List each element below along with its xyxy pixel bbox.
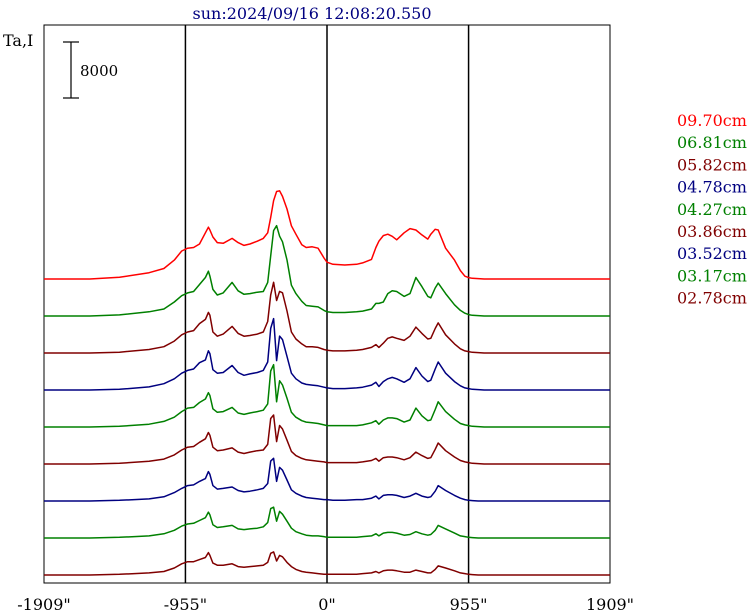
series-line-04.78cm [44, 317, 610, 391]
legend-entry: 03.86cm [677, 222, 747, 241]
y-axis-label: Ta,I [3, 31, 33, 50]
chart-title: sun:2024/09/16 12:08:20.550 [193, 4, 432, 23]
legend-entry: 03.17cm [677, 266, 747, 285]
legend-entry: 06.81cm [677, 133, 747, 152]
scale-bar: 8000 [63, 41, 118, 99]
scale-bar-label: 8000 [80, 62, 118, 80]
legend-entry: 05.82cm [677, 155, 747, 174]
legend-entry: 09.70cm [677, 111, 747, 130]
legend-entry: 04.78cm [677, 178, 747, 197]
series-line-02.78cm [44, 551, 610, 576]
x-tick-label: -1909" [17, 595, 70, 614]
legend-entry: 02.78cm [677, 289, 747, 308]
series-line-03.86cm [44, 414, 610, 465]
legend-entry: 03.52cm [677, 244, 747, 263]
legend-entry: 04.27cm [677, 200, 747, 219]
x-tick-label: 1909" [586, 595, 634, 614]
x-tick-label: 955" [450, 595, 488, 614]
series-line-05.82cm [44, 281, 610, 354]
series-line-09.70cm [44, 190, 610, 280]
series-line-04.27cm [44, 363, 610, 428]
series-line-03.52cm [44, 457, 610, 502]
x-tick-label: -955" [164, 595, 207, 614]
series-line-06.81cm [44, 224, 610, 317]
x-tick-label: 0" [318, 595, 336, 614]
series-line-03.17cm [44, 506, 610, 539]
